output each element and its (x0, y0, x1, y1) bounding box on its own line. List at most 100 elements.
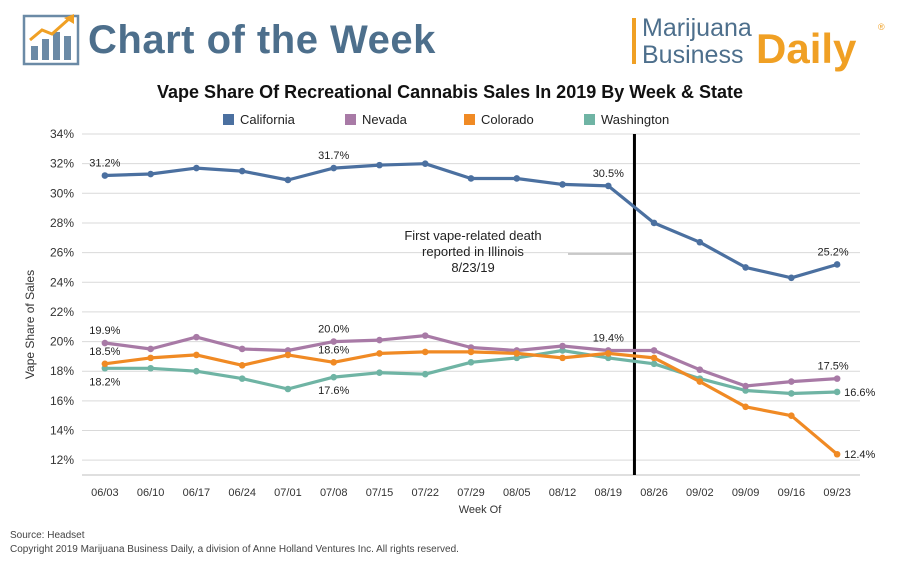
x-tick-label: 09/16 (778, 487, 806, 499)
data-label: 19.4% (593, 332, 624, 344)
x-tick-label: 07/08 (320, 487, 348, 499)
y-tick-label: 24% (50, 275, 74, 289)
x-axis-title: Week Of (459, 504, 503, 516)
x-tick-label: 07/22 (411, 487, 439, 499)
y-tick-label: 18% (50, 364, 74, 378)
data-point-colorado (559, 354, 566, 362)
data-point-california (650, 219, 658, 227)
chart-of-the-week-icon (22, 14, 80, 66)
data-point-california (238, 167, 246, 175)
x-tick-label: 08/05 (503, 487, 531, 499)
x-tick-label: 09/02 (686, 487, 714, 499)
y-tick-label: 26% (50, 246, 74, 260)
legend-label-california: California (240, 112, 296, 127)
data-label: 18.5% (89, 346, 120, 358)
data-label: 19.9% (89, 325, 120, 337)
series-line-washington (104, 348, 838, 396)
data-point-nevada (696, 366, 704, 374)
y-tick-label: 14% (50, 424, 74, 438)
x-tick-label: 08/12 (549, 487, 577, 499)
data-point-colorado (284, 351, 292, 359)
data-point-colorado (147, 354, 154, 362)
data-label: 17.6% (318, 385, 349, 397)
data-label: 30.5% (593, 168, 624, 180)
data-point-california (421, 160, 429, 167)
y-tick-label: 22% (50, 305, 74, 319)
y-tick-label: 34% (50, 127, 74, 141)
data-label: 25.2% (818, 246, 849, 258)
brand-logo: Marijuana Business Daily ® (632, 12, 888, 72)
data-point-nevada (193, 333, 200, 341)
brand-registered-mark: ® (878, 22, 885, 32)
data-point-washington (650, 360, 658, 368)
event-annotation-text: 8/23/19 (451, 260, 494, 275)
data-point-colorado (833, 450, 841, 458)
data-point-colorado (421, 348, 429, 356)
data-point-california (696, 238, 704, 246)
data-label: 17.5% (818, 361, 849, 373)
data-label: 12.4% (844, 449, 875, 461)
source-note: Source: Headset (10, 530, 85, 541)
x-tick-label: 06/17 (183, 487, 211, 499)
series-line-colorado (104, 350, 839, 456)
legend-swatch-colorado (464, 114, 475, 125)
x-tick-label: 07/01 (274, 487, 302, 499)
brand-bar (632, 18, 636, 64)
data-point-colorado (330, 359, 338, 366)
x-tick-label: 09/23 (823, 487, 851, 499)
data-label: 16.6% (844, 387, 875, 399)
data-point-washington (238, 375, 246, 382)
data-point-nevada (421, 332, 429, 339)
data-point-nevada (376, 336, 383, 344)
copyright-note: Copyright 2019 Marijuana Business Daily,… (10, 544, 459, 555)
legend-swatch-nevada (345, 114, 356, 125)
feature-title: Chart of the Week (88, 18, 436, 62)
data-label: 20.0% (318, 324, 349, 336)
data-point-california (284, 176, 292, 184)
data-point-colorado (238, 361, 246, 369)
legend-swatch-washington (584, 114, 595, 125)
data-label: 18.6% (318, 344, 349, 356)
data-point-colorado (376, 350, 383, 357)
data-point-california (376, 161, 383, 169)
y-tick-label: 32% (50, 157, 74, 171)
event-annotation-text: reported in Illinois (422, 244, 524, 259)
x-tick-label: 07/15 (366, 487, 394, 499)
data-point-colorado (193, 351, 200, 359)
data-point-california (833, 261, 841, 268)
legend-label-nevada: Nevada (362, 112, 408, 127)
x-tick-label: 09/09 (732, 487, 760, 499)
data-point-colorado (650, 354, 658, 362)
data-point-colorado (101, 360, 109, 368)
data-point-california (467, 175, 475, 182)
data-point-washington (147, 364, 154, 372)
data-point-nevada (330, 338, 338, 345)
data-point-washington (193, 367, 200, 375)
data-point-california (330, 164, 338, 172)
data-point-colorado (742, 403, 749, 411)
brand-line1: Marijuana (642, 14, 752, 42)
x-tick-label: 07/29 (457, 487, 485, 499)
data-point-california (604, 182, 612, 190)
y-tick-label: 30% (50, 186, 74, 200)
data-point-colorado (696, 378, 704, 385)
data-point-washington (833, 388, 841, 396)
header: Chart of the Week Marijuana Business Dai… (0, 0, 900, 78)
data-point-washington (788, 390, 795, 397)
data-point-colorado (604, 350, 612, 357)
data-point-colorado (467, 348, 475, 356)
brand-daily: Daily (756, 25, 857, 72)
data-point-nevada (238, 345, 246, 353)
x-tick-label: 06/03 (91, 487, 119, 499)
data-point-washington (467, 359, 475, 366)
data-point-california (147, 170, 154, 178)
data-label: 31.2% (89, 158, 120, 170)
y-tick-label: 16% (50, 394, 74, 408)
data-point-washington (376, 369, 383, 377)
data-point-nevada (559, 342, 566, 350)
y-tick-label: 28% (50, 216, 74, 230)
brand-line2: Business (642, 41, 744, 69)
y-tick-label: 12% (50, 453, 74, 467)
y-axis-title: Vape Share of Sales (23, 270, 37, 379)
